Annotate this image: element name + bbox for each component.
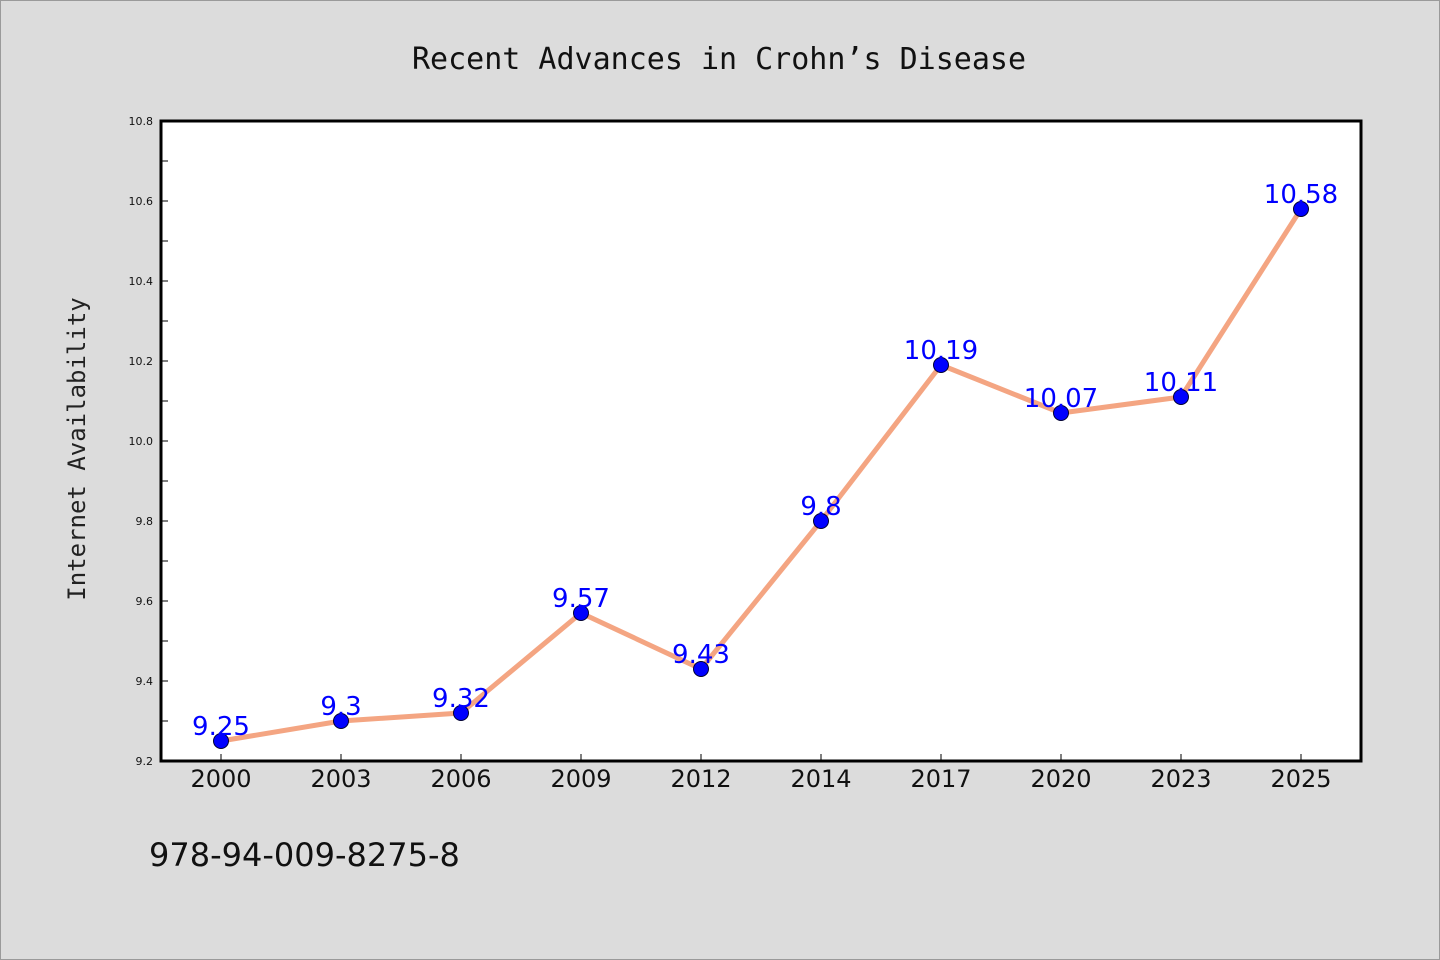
data-label: 9.32 (432, 684, 490, 714)
series-layer: 9.25 9.3 9.32 9.57 9.43 9.8 10.19 10.07 10.11 10.… (192, 180, 1338, 749)
x-tick-label: 2000 (190, 765, 251, 793)
data-label: 9.43 (672, 640, 730, 670)
data-label: 10.19 (904, 336, 978, 366)
data-point (213, 733, 229, 749)
data-point (333, 713, 349, 729)
data-label: 10.58 (1264, 180, 1338, 210)
y-tick-label: 9.4 (136, 675, 154, 688)
x-tick-label: 2012 (670, 765, 731, 793)
x-tick-label: 2003 (310, 765, 371, 793)
plot-area (159, 119, 1363, 763)
y-tick-label: 10.4 (129, 275, 154, 288)
data-point (1293, 201, 1309, 217)
x-tick-label: 2009 (550, 765, 611, 793)
series-line (218, 206, 1304, 744)
data-label: 10.11 (1144, 368, 1218, 398)
data-point (1053, 405, 1069, 421)
data-label: 9.3 (320, 692, 361, 722)
data-label: 9.57 (552, 584, 610, 614)
data-point (933, 357, 949, 373)
data-label: 10.07 (1024, 384, 1098, 414)
y-tick-label: 10.8 (129, 115, 154, 128)
data-point (573, 605, 589, 621)
y-axis: 9.2 9.4 9.6 9.8 10.0 10.2 10.4 10.6 10.8 (129, 115, 168, 768)
y-tick-label: 9.8 (136, 515, 154, 528)
x-tick-label: 2025 (1270, 765, 1331, 793)
data-point (693, 661, 709, 677)
y-tick-label: 10.0 (129, 435, 154, 448)
x-axis: 2000 2003 2006 2009 2012 2014 2017 2020 2023 2025 (190, 754, 1332, 793)
x-tick-label: 2020 (1030, 765, 1091, 793)
y-tick-label: 9.6 (136, 595, 154, 608)
y-axis-label: Internet Availability (63, 297, 91, 600)
chart-title: Recent Advances in Crohn’s Disease (412, 42, 1026, 77)
x-tick-label: 2006 (430, 765, 491, 793)
x-tick-label: 2014 (790, 765, 851, 793)
y-tick-label: 10.2 (129, 355, 154, 368)
x-tick-label: 2017 (910, 765, 971, 793)
data-label: 9.8 (800, 492, 841, 522)
data-point (1173, 389, 1189, 405)
y-tick-label: 10.6 (129, 195, 154, 208)
x-tick-label: 2023 (1150, 765, 1211, 793)
data-label: 9.25 (192, 712, 250, 742)
footer-code: 978-94-009-8275-8 (149, 836, 460, 874)
data-point (813, 513, 829, 529)
data-point (453, 705, 469, 721)
y-tick-label: 9.2 (136, 755, 154, 768)
